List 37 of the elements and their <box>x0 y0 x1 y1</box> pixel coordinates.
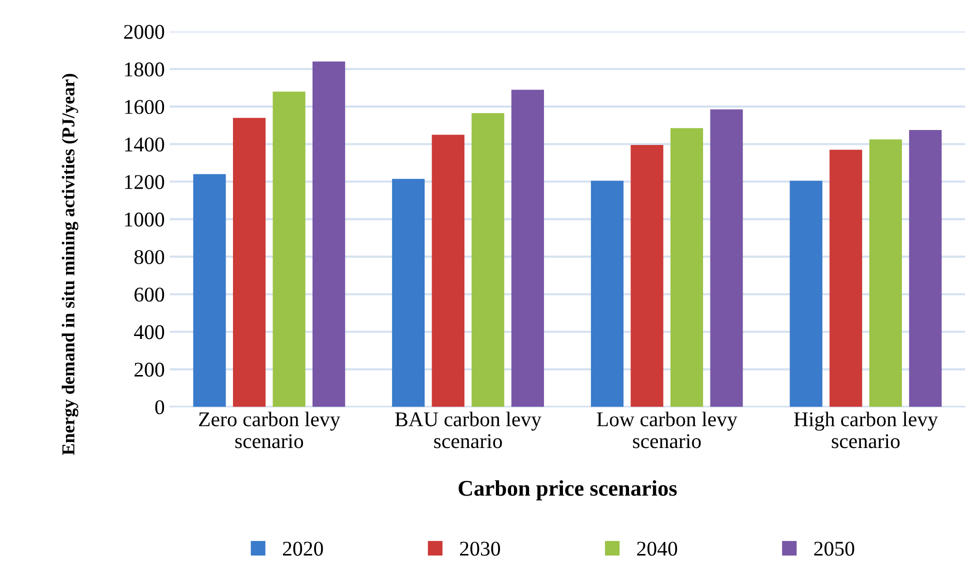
x-tick-label: Low carbon levy scenario <box>596 412 738 448</box>
y-tick-label: 1800 <box>125 62 164 76</box>
bar <box>193 174 226 407</box>
bar <box>472 113 504 407</box>
y-tick-label: 1200 <box>125 175 164 190</box>
y-tick-label: 400 <box>134 325 164 340</box>
bar <box>830 150 862 407</box>
bar <box>511 90 544 407</box>
y-tick-label: 800 <box>134 250 164 264</box>
bar <box>312 62 346 407</box>
y-tick-label: 0 <box>155 400 164 414</box>
y-tick-label: 600 <box>134 288 164 302</box>
bar <box>432 134 464 407</box>
bar <box>670 128 704 407</box>
legend-label: 2030 <box>460 542 500 556</box>
y-tick-label: 200 <box>134 362 164 377</box>
legend-label: 2040 <box>637 542 678 556</box>
x-tick-label: Zero carbon levy scenario <box>199 412 340 448</box>
bar <box>710 109 743 407</box>
x-tick-label: BAU carbon levy scenario <box>395 412 542 448</box>
legend-label: 2050 <box>814 542 854 556</box>
bar <box>272 92 306 407</box>
bar <box>232 118 266 407</box>
y-axis-title: Energy demand in situ mining activities (PJ/year) <box>62 74 78 455</box>
y-tick-label: 1600 <box>125 100 164 114</box>
bar <box>590 180 624 407</box>
y-tick-label: 1000 <box>125 212 164 227</box>
x-axis-title: Carbon price scenarios <box>458 480 677 500</box>
y-tick-label: 1400 <box>125 137 164 152</box>
bar <box>630 145 664 407</box>
x-tick-label: High carbon levy scenario <box>794 412 938 448</box>
bar <box>790 180 822 407</box>
bar <box>909 130 942 407</box>
bar <box>869 139 902 407</box>
bar <box>392 178 425 407</box>
legend-label: 2020 <box>282 542 323 556</box>
y-tick-label: 2000 <box>124 24 164 39</box>
